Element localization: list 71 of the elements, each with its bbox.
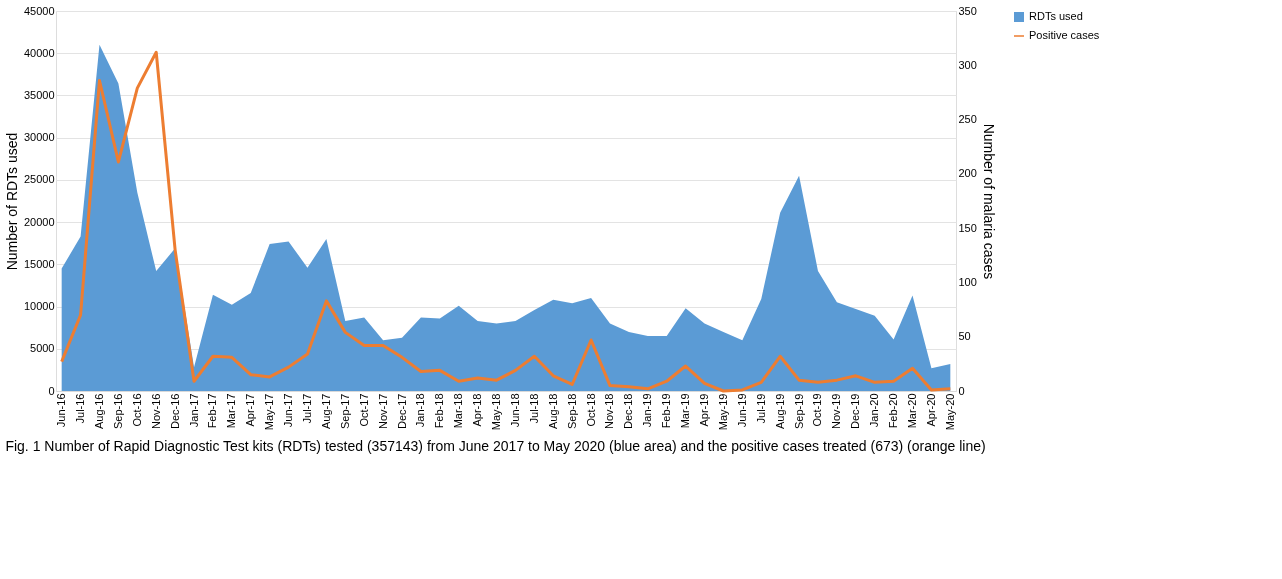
x-tick-label: Aug-17 [319,393,332,429]
x-tick-label: May-20 [943,393,956,431]
x-tick-label: Mar-20 [906,393,919,429]
y-tick-label: 30000 [23,131,55,144]
x-tick-label: Jun-17 [282,393,295,428]
y2-tick-label: 100 [958,275,977,288]
x-tick-label: Aug-18 [546,393,559,429]
x-tick-label: Aug-19 [773,393,786,429]
x-tick-label: Oct-19 [811,393,824,427]
x-tick-label: May-18 [490,393,503,431]
x-tick-label: Oct-16 [130,393,143,427]
x-tick-label: Nov-19 [830,393,843,429]
y2-tick-label: 50 [958,330,971,343]
x-tick-label: Nov-17 [376,393,389,429]
y-tick-label: 40000 [23,46,55,59]
y2-tick-label: 350 [958,4,977,17]
y-tick-label: 10000 [23,300,55,313]
x-tick-label: Jun-18 [508,393,521,428]
x-tick-label: Nov-18 [603,393,616,429]
x-tick-label: Mar-17 [225,393,238,429]
x-tick-label: Jan-19 [641,393,654,428]
y-tick-label: 5000 [30,342,55,355]
x-tick-label: Dec-17 [395,393,408,429]
x-tick-label: Apr-19 [698,393,711,427]
y-tick-label: 45000 [23,4,55,17]
y-axis-title: Number of RDTs used [3,132,20,271]
x-tick-label: Jan-17 [187,393,200,428]
x-tick-label: Jul-18 [527,393,540,424]
y2-axis-title: Number of malaria cases [980,123,997,280]
x-tick-label: Sep-19 [792,393,805,429]
y2-tick-label: 300 [958,58,977,71]
legend-label: Positive cases [1029,29,1100,41]
x-tick-label: Dec-16 [168,393,181,429]
x-tick-label: Apr-18 [471,393,484,427]
x-tick-label: Dec-19 [849,393,862,429]
y-tick-label: 20000 [23,215,55,228]
x-tick-label: Aug-16 [92,393,105,429]
x-tick-label: Sep-16 [111,393,124,429]
x-tick-label: Feb-17 [206,393,219,429]
x-tick-label: Oct-18 [584,393,597,427]
x-tick-label: Jun-19 [735,393,748,428]
x-tick-label: Apr-17 [244,393,257,427]
y2-tick-label: 150 [958,221,977,234]
x-tick-label: Jan-18 [414,393,427,428]
caption: Fig. 1 Number of Rapid Diagnostic Test kits (RDTs) tested (357143) from June 2017 to May 2020 (blue area) and the positive cases treated (673) (orange line) [5,437,986,454]
x-tick-label: May-19 [716,393,729,431]
x-tick-label: May-17 [263,393,276,431]
x-tick-label: Oct-17 [357,393,370,427]
x-tick-label: Jun-16 [55,393,68,428]
y-tick-label: 15000 [23,257,55,270]
x-tick-label: Jul-19 [754,393,767,424]
x-tick-label: Jul-16 [74,393,87,424]
x-tick-label: Jan-20 [868,393,881,428]
y2-tick-label: 200 [958,167,977,180]
legend-label: RDTs used [1029,10,1083,22]
y-tick-label: 0 [48,384,55,397]
x-tick-label: Jul-17 [300,393,313,424]
x-tick-label: Nov-16 [149,393,162,429]
y2-tick-label: 250 [958,113,977,126]
y2-tick-label: 0 [958,384,965,397]
x-tick-label: Mar-18 [452,393,465,429]
x-tick-label: Sep-18 [565,393,578,429]
x-tick-label: Feb-18 [433,393,446,429]
x-tick-label: Apr-20 [924,393,937,427]
x-tick-label: Sep-17 [338,393,351,429]
x-tick-label: Mar-19 [679,393,692,429]
x-tick-label: Feb-19 [660,393,673,429]
x-tick-label: Dec-18 [622,393,635,429]
y-tick-label: 35000 [23,88,55,101]
y-tick-label: 25000 [23,173,55,186]
x-tick-label: Feb-20 [887,393,900,429]
